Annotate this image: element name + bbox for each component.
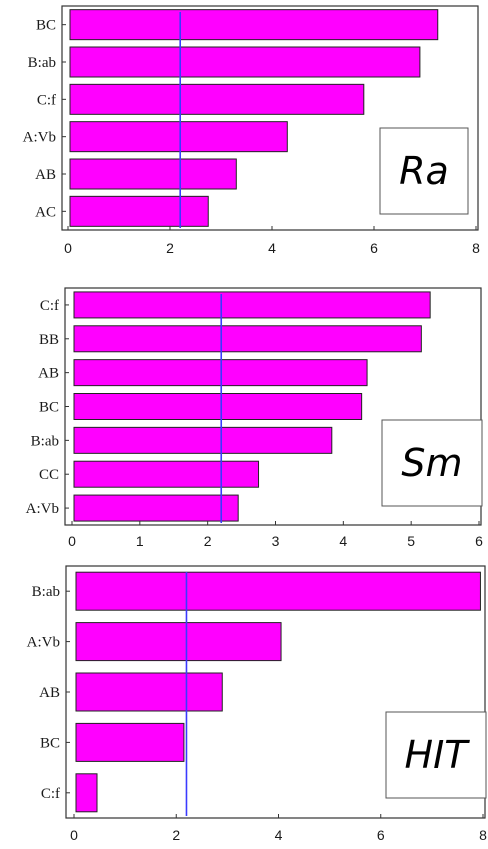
panel-tag-box [379,127,469,215]
bar [75,672,223,712]
category-label: BB [39,332,59,348]
x-tick-label: 4 [275,827,283,843]
category-label: BC [40,735,60,751]
panel-tag: Sm [401,441,462,485]
panel-tag: HIT [405,733,471,777]
category-label: C:f [40,298,59,314]
bar [73,426,333,454]
category-label: A:Vb [27,635,60,651]
x-tick-label: 6 [475,533,483,549]
category-label: B:ab [28,55,56,71]
x-tick-label: 2 [204,533,212,549]
bar [73,393,363,420]
bar [75,622,282,662]
x-tick-label: 5 [407,533,415,549]
x-tick-label: 2 [166,240,174,256]
category-label: BC [39,400,59,416]
x-tick-label: 4 [339,533,347,549]
bar [69,121,288,153]
panel-tag: Ra [399,149,449,193]
x-tick-label: 8 [479,827,487,843]
chart-panel-1: BC B:ab C:f A:Vb AB AC 0 2 4 6 8 Ra [23,5,480,256]
bar [69,83,365,115]
bar [69,46,421,78]
category-label: AB [38,366,59,382]
bar [73,494,239,522]
bar [73,291,431,319]
bar [69,158,237,190]
category-label: A:Vb [26,501,59,517]
category-label: CC [39,467,59,483]
x-tick-label: 0 [68,533,76,549]
category-label: B:ab [31,433,59,449]
bar [75,773,98,813]
x-tick-label: 4 [268,240,276,256]
x-tick-label: 6 [370,240,378,256]
x-tick-label: 8 [472,240,480,256]
bar [69,9,439,41]
category-label: C:f [37,92,56,108]
category-label: A:Vb [23,130,56,146]
category-label: AC [35,204,56,220]
category-label: B:ab [32,584,60,600]
panel-tag-box [381,419,483,507]
x-tick-label: 1 [136,533,144,549]
category-label: AB [35,167,56,183]
bar [75,571,481,611]
bar [73,325,422,353]
x-tick-label: 3 [272,533,280,549]
category-label: AB [39,685,60,701]
bar [69,195,209,227]
chart-panel-2: C:f BB AB BC B:ab CC A:Vb 0 1 2 3 4 5 6 Sm [26,287,483,549]
x-tick-label: 0 [64,240,72,256]
bar [73,460,260,488]
x-tick-label: 6 [377,827,385,843]
category-label: BC [36,18,56,34]
bar [75,722,185,762]
category-label: C:f [41,786,60,802]
x-tick-label: 2 [172,827,180,843]
panel-tag-box [385,711,487,799]
chart-panel-3: B:ab A:Vb AB BC C:f 0 2 4 6 8 HIT [27,565,487,843]
x-tick-label: 0 [70,827,78,843]
